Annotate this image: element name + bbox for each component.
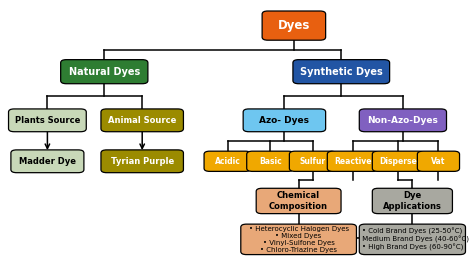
Text: Tyrian Purple: Tyrian Purple — [110, 157, 174, 166]
Text: Chemical
Composition: Chemical Composition — [269, 191, 328, 211]
Text: Plants Source: Plants Source — [15, 116, 80, 125]
FancyBboxPatch shape — [204, 151, 251, 172]
FancyBboxPatch shape — [101, 150, 183, 173]
FancyBboxPatch shape — [9, 109, 86, 132]
FancyBboxPatch shape — [243, 109, 326, 132]
FancyBboxPatch shape — [61, 60, 148, 84]
FancyBboxPatch shape — [256, 188, 341, 214]
Text: Acidic: Acidic — [215, 157, 240, 166]
Text: Azo- Dyes: Azo- Dyes — [259, 116, 310, 125]
Text: Natural Dyes: Natural Dyes — [69, 67, 140, 77]
FancyBboxPatch shape — [373, 151, 424, 172]
FancyBboxPatch shape — [293, 60, 390, 84]
Text: Non-Azo-Dyes: Non-Azo-Dyes — [367, 116, 438, 125]
Text: Sulfur: Sulfur — [300, 157, 326, 166]
FancyBboxPatch shape — [359, 109, 447, 132]
FancyBboxPatch shape — [359, 224, 465, 254]
Text: Basic: Basic — [259, 157, 282, 166]
FancyBboxPatch shape — [11, 150, 84, 173]
FancyBboxPatch shape — [289, 151, 336, 172]
FancyBboxPatch shape — [373, 188, 452, 214]
Text: Reactive: Reactive — [334, 157, 372, 166]
Text: Dyes: Dyes — [278, 19, 310, 32]
FancyBboxPatch shape — [101, 109, 183, 132]
FancyBboxPatch shape — [417, 151, 459, 172]
Text: Madder Dye: Madder Dye — [19, 157, 76, 166]
Text: Disperse: Disperse — [379, 157, 417, 166]
FancyBboxPatch shape — [262, 11, 326, 40]
Text: Vat: Vat — [431, 157, 446, 166]
Text: Animal Source: Animal Source — [108, 116, 176, 125]
FancyBboxPatch shape — [246, 151, 293, 172]
Text: Dye
Applications: Dye Applications — [383, 191, 442, 211]
Text: • Cold Brand Dyes (25-50°C)
• Medium Brand Dyes (40-60°C)
• High Brand Dyes (60-: • Cold Brand Dyes (25-50°C) • Medium Bra… — [356, 227, 469, 251]
FancyBboxPatch shape — [241, 224, 356, 254]
FancyBboxPatch shape — [327, 151, 379, 172]
Text: • Heterocyclic Halogen Dyes
• Mixed Dyes
• Vinyl-Sulfone Dyes
• Chloro-Triazine : • Heterocyclic Halogen Dyes • Mixed Dyes… — [248, 226, 349, 253]
Text: Synthetic Dyes: Synthetic Dyes — [300, 67, 383, 77]
